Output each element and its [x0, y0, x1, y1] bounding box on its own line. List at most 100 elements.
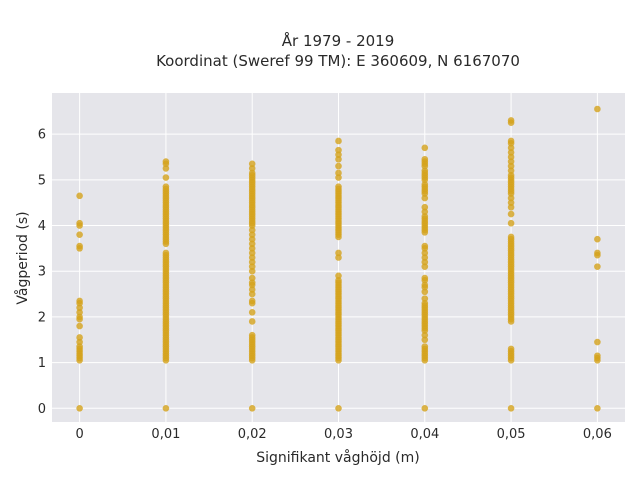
data-point	[335, 254, 342, 261]
data-point	[248, 267, 256, 275]
x-tick-label: 0,01	[151, 427, 180, 442]
data-point	[335, 277, 342, 284]
data-point	[162, 165, 170, 172]
data-point	[594, 249, 601, 257]
y-axis-label: Vågperiod (s)	[14, 211, 31, 304]
data-point	[594, 235, 601, 243]
data-point	[507, 404, 515, 412]
data-point	[335, 169, 342, 177]
data-point	[76, 304, 83, 312]
data-point	[248, 240, 256, 248]
data-point	[76, 404, 83, 412]
data-point	[248, 165, 256, 172]
data-point	[421, 242, 429, 250]
data-point	[507, 171, 515, 179]
data-point	[248, 318, 256, 325]
data-point	[421, 208, 429, 216]
data-point	[421, 203, 429, 211]
data-point	[421, 155, 429, 163]
data-point	[162, 249, 170, 257]
data-point	[76, 231, 83, 238]
data-point	[248, 297, 256, 305]
data-point	[76, 297, 83, 305]
data-point	[421, 181, 429, 188]
data-point	[507, 162, 515, 170]
data-point	[248, 404, 256, 412]
y-tick-label: 1	[38, 356, 46, 371]
data-point	[421, 213, 429, 220]
data-point	[594, 105, 601, 113]
data-point	[507, 345, 515, 353]
data-point	[335, 249, 342, 257]
data-point	[335, 146, 342, 154]
data-points	[76, 105, 601, 412]
data-point	[421, 281, 429, 289]
data-point	[76, 322, 83, 330]
data-point	[507, 233, 515, 241]
data-point	[248, 274, 256, 282]
data-point	[507, 203, 515, 211]
data-point	[76, 219, 83, 227]
data-point	[421, 254, 429, 261]
data-point	[594, 352, 601, 360]
data-point	[248, 245, 256, 252]
x-tick-label: 0,03	[324, 427, 353, 442]
data-point	[248, 279, 256, 286]
data-point	[76, 192, 83, 200]
data-point	[335, 404, 342, 412]
data-point	[248, 309, 256, 316]
data-point	[421, 331, 429, 339]
data-point	[421, 299, 429, 307]
data-point	[248, 249, 256, 257]
y-tick-label: 0	[38, 402, 46, 417]
data-point	[594, 338, 601, 346]
x-tick-label: 0,06	[583, 427, 612, 442]
data-point	[248, 258, 256, 266]
y-tick-label: 3	[38, 265, 46, 280]
data-point	[335, 174, 342, 181]
data-point	[248, 160, 256, 168]
x-tick-label: 0,05	[497, 427, 526, 442]
data-point	[248, 169, 256, 177]
data-point	[335, 137, 342, 145]
data-point	[594, 404, 601, 412]
data-point	[248, 331, 256, 339]
data-point	[421, 404, 429, 412]
data-point	[335, 162, 342, 170]
data-point	[421, 343, 429, 350]
data-point	[76, 309, 83, 316]
data-point	[421, 167, 429, 174]
data-point	[248, 286, 256, 293]
x-tick-labels: 0 0,01 0,02 0,03 0,04 0,05 0,06	[75, 427, 611, 442]
data-point	[507, 149, 515, 156]
data-point	[162, 174, 170, 181]
data-point	[507, 210, 515, 218]
y-tick-label: 6	[38, 128, 46, 143]
data-point	[248, 231, 256, 238]
data-point	[76, 313, 83, 321]
data-point	[335, 155, 342, 163]
data-point	[507, 219, 515, 227]
data-point	[248, 290, 256, 298]
y-tick-label: 5	[38, 173, 46, 188]
data-point	[421, 263, 429, 270]
chart-subtitle: Koordinat (Sweref 99 TM): E 360609, N 61…	[156, 52, 520, 70]
data-point	[76, 338, 83, 346]
data-point	[507, 117, 515, 124]
data-point	[421, 274, 429, 282]
data-point	[507, 144, 515, 152]
data-point	[76, 334, 83, 341]
data-point	[162, 404, 170, 412]
data-point	[248, 235, 256, 243]
data-point	[421, 249, 429, 257]
data-point	[507, 194, 515, 202]
data-point	[507, 153, 515, 161]
data-point	[594, 263, 601, 270]
data-point	[421, 295, 429, 302]
data-point	[421, 194, 429, 202]
y-tick-label: 4	[38, 219, 46, 234]
data-point	[335, 272, 342, 280]
x-axis-label: Signifikant våghöjd (m)	[256, 449, 419, 466]
data-point	[507, 158, 515, 165]
